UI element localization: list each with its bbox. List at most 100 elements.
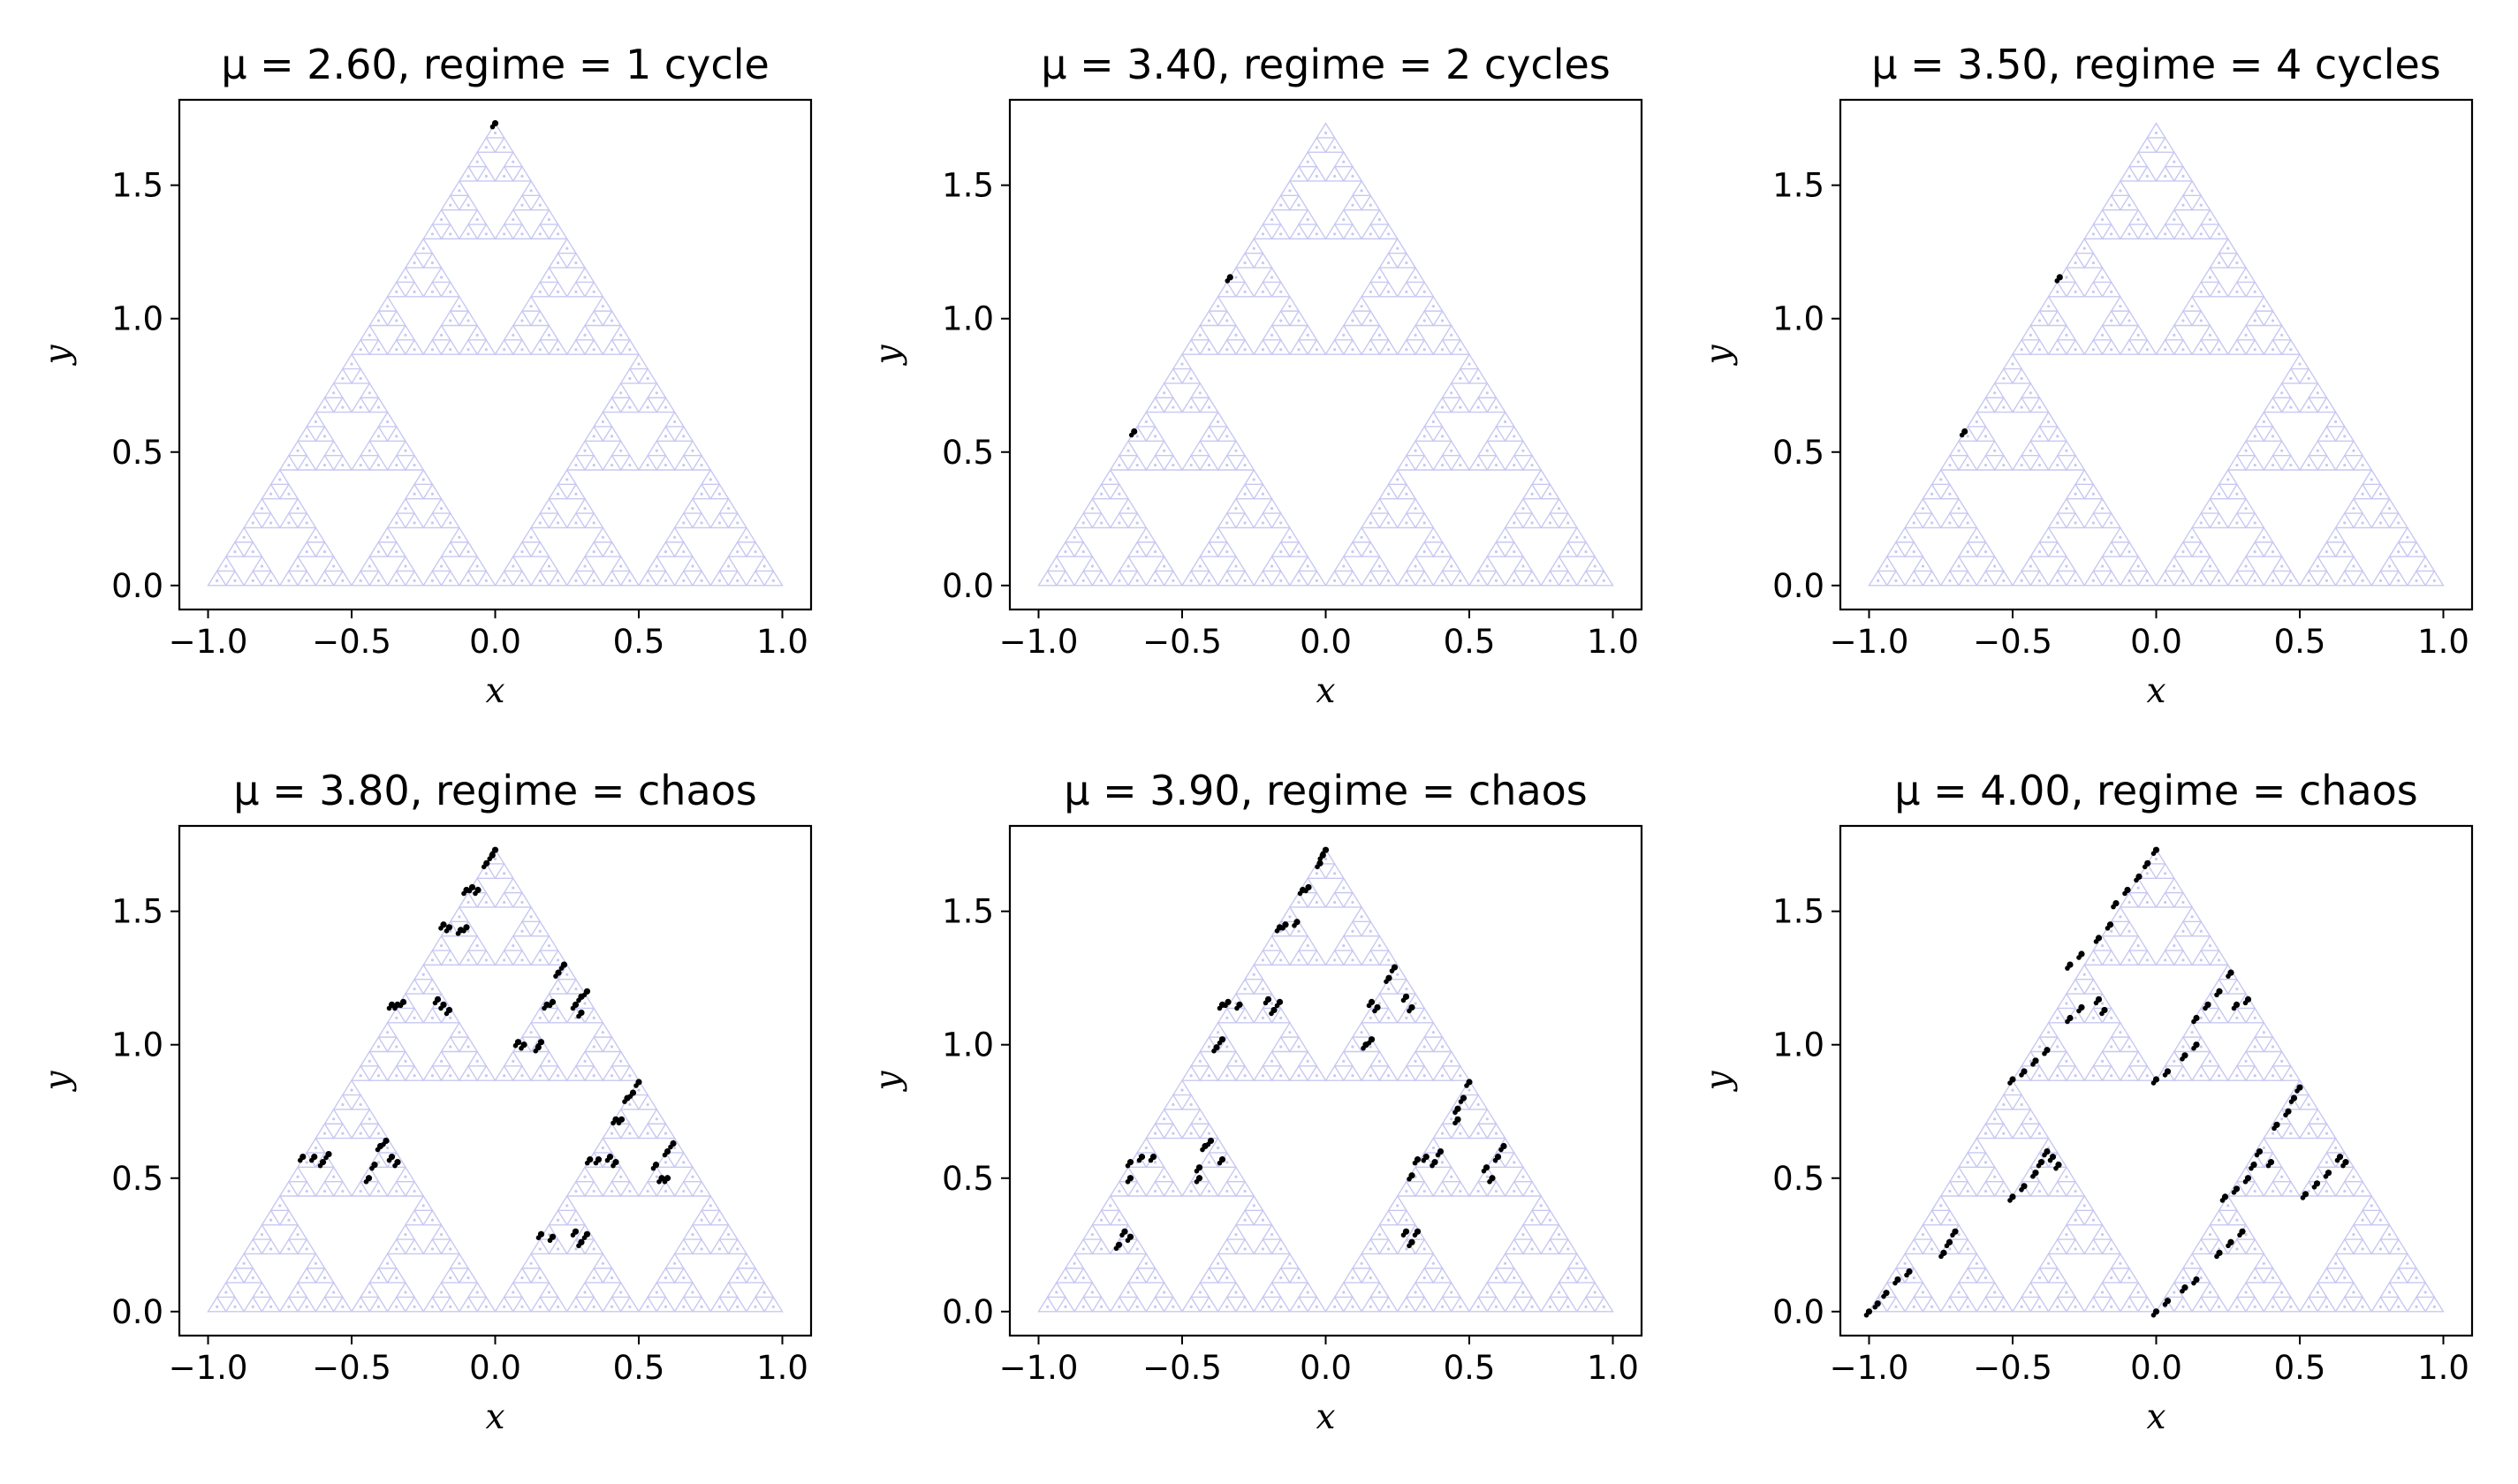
subplot-title: μ = 3.80, regime = chaos (233, 767, 757, 814)
data-point-trail (2242, 1000, 2249, 1006)
data-point-trail (2219, 1198, 2226, 1203)
data-point-trail (570, 1005, 576, 1011)
sierpinski-background (1037, 122, 1614, 587)
data-point-trail (2191, 1280, 2196, 1286)
data-point-trail (2334, 1157, 2340, 1163)
data-point-trail (2030, 1062, 2036, 1067)
data-point-trail (1280, 925, 1286, 931)
x-tick-label: 0.5 (613, 623, 665, 661)
data-point-trail (1263, 1000, 1269, 1006)
x-tick-label: −0.5 (312, 623, 391, 661)
data-point-trail (2019, 1072, 2024, 1078)
data-point-trail (375, 1147, 381, 1153)
data-point-trail (1274, 1003, 1280, 1009)
data-point-trail (1412, 1160, 1418, 1166)
data-point-trail (1217, 1040, 1223, 1046)
data-point-trail (2162, 1301, 2168, 1307)
data-point-trail (1959, 432, 1965, 438)
data-point-trail (1125, 1238, 1131, 1244)
x-tick-label: −1.0 (169, 623, 248, 661)
data-point-trail (593, 1160, 599, 1166)
data-point-trail (1904, 1272, 1909, 1278)
data-point-trail (553, 973, 558, 979)
data-point-trail (2053, 1165, 2059, 1171)
data-point-trail (542, 1005, 547, 1011)
data-point-trail (432, 1000, 438, 1006)
x-tick-label: 1.0 (2417, 623, 2469, 661)
data-point-trail (611, 1120, 616, 1126)
data-point-trail (1384, 979, 1389, 984)
x-tick-label: −0.5 (1142, 1349, 1222, 1387)
y-tick-label: 1.5 (942, 167, 994, 205)
x-tick-label: 1.0 (756, 1349, 808, 1387)
y-tick-label: 0.0 (942, 567, 994, 605)
sierpinski-background (207, 122, 784, 587)
x-tick-label: −1.0 (999, 623, 1079, 661)
x-axis-label: x (1316, 671, 1336, 711)
y-tick-label: 1.0 (942, 300, 994, 338)
data-point-trail (444, 928, 450, 934)
data-point-trail (2042, 1152, 2047, 1158)
data-point-trail (2242, 1178, 2249, 1185)
data-point-trail (584, 1160, 590, 1166)
data-point-trail (2237, 1232, 2242, 1238)
data-point-trail (2214, 992, 2219, 998)
data-point-trail (576, 997, 581, 1003)
y-tick-label: 1.5 (1772, 167, 1824, 205)
subplot-5: μ = 3.90, regime = chaos −1.0 −0.5 0.0 0.5 1.… (868, 767, 1643, 1437)
y-tick-label: 0.5 (1772, 434, 1824, 472)
data-point-trail (2150, 851, 2157, 856)
x-tick-label: 1.0 (1587, 1349, 1639, 1387)
data-point-trail (2300, 1195, 2306, 1200)
data-point-trail (1407, 1176, 1412, 1182)
data-point-trail (2272, 1125, 2277, 1132)
data-point-trail (2265, 1162, 2272, 1169)
data-point-trail (2093, 939, 2099, 944)
data-point-trail (512, 1042, 519, 1049)
data-point-trail (386, 1157, 392, 1163)
data-point-trail (668, 1144, 673, 1150)
y-tick-label: 0.5 (111, 434, 163, 472)
data-point-trail (1194, 1178, 1200, 1185)
data-point-trail (444, 1011, 450, 1017)
data-point-trail (386, 1005, 392, 1011)
data-point-trail (2214, 1253, 2219, 1260)
data-point-trail (438, 925, 444, 931)
data-point-trail (2065, 1018, 2070, 1025)
data-point-trail (1113, 1246, 1119, 1252)
data-point-trail (1892, 1280, 1898, 1286)
data-point-trail (1400, 1232, 1407, 1238)
data-point-trail (576, 1243, 581, 1249)
data-point-trail (2105, 925, 2111, 931)
data-point-trail (1125, 1162, 1131, 1169)
data-point-trail (1366, 1040, 1372, 1046)
data-point-trail (1320, 851, 1326, 856)
y-tick-label: 1.0 (1772, 1026, 1824, 1064)
data-point-trail (2142, 864, 2148, 870)
data-point-trail (1297, 890, 1303, 897)
data-point-trail (581, 1235, 588, 1241)
y-tick-label: 0.5 (1772, 1160, 1824, 1198)
subplot-3: μ = 3.50, regime = 4 cycles −1.0 −0.5 0.0 0.… (1699, 41, 2474, 711)
data-point-trail (1223, 1003, 1228, 1009)
y-tick-label: 1.0 (942, 1026, 994, 1064)
data-point-trail (487, 856, 493, 862)
sierpinski-background (1037, 848, 1614, 1313)
x-tick-label: 0.5 (2274, 623, 2326, 661)
data-point-trail (2203, 1005, 2208, 1011)
data-point-trail (616, 1120, 622, 1126)
data-point-trail (489, 124, 496, 130)
y-tick-label: 0.0 (1772, 567, 1824, 605)
data-point-trail (1361, 1045, 1366, 1051)
y-tick-label: 0.0 (942, 1293, 994, 1331)
y-tick-label: 1.5 (942, 893, 994, 931)
data-point-trail (2111, 904, 2116, 910)
data-point-trail (2134, 877, 2139, 883)
y-tick-label: 1.0 (111, 300, 163, 338)
data-point-trail (662, 1152, 668, 1158)
data-point-trail (363, 1178, 369, 1185)
x-tick-label: −1.0 (1830, 623, 1909, 661)
data-point-trail (1136, 1157, 1142, 1163)
data-point-trail (2180, 1288, 2185, 1294)
